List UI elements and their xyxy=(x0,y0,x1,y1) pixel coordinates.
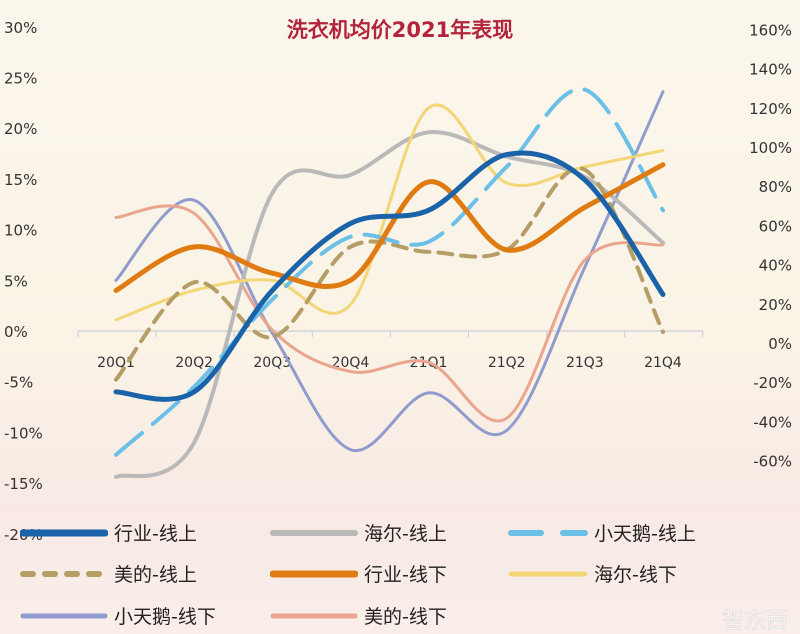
legend-item: 行业-线上 xyxy=(20,519,197,546)
y-right-tick-label: 60% xyxy=(759,217,792,235)
y-left-tick-label: 15% xyxy=(4,171,37,189)
x-tick-label: 21Q2 xyxy=(488,355,526,371)
chart-title: 洗衣机均价2021年表现 xyxy=(286,18,514,42)
watermark: 智东西 xyxy=(722,609,788,634)
legend-label: 小天鹅-线上 xyxy=(594,523,696,545)
x-tick-label: 21Q4 xyxy=(644,355,682,371)
x-tick-label: 20Q2 xyxy=(175,355,213,371)
series-line-4 xyxy=(114,166,665,382)
y-right-tick-label: 0% xyxy=(768,335,792,353)
legend-label: 美的-线下 xyxy=(364,606,447,628)
y-right-tick-label: 160% xyxy=(749,21,792,39)
legend-item: 行业-线下 xyxy=(270,560,447,587)
y-right-tick-label: -40% xyxy=(753,413,792,431)
legend-swatch xyxy=(508,529,588,536)
y-left-tick-label: 0% xyxy=(4,323,28,341)
y-right-tick-label: 120% xyxy=(749,100,792,118)
series-line-5 xyxy=(113,162,666,293)
legend-item: 海尔-线下 xyxy=(508,560,677,587)
legend-label: 美的-线上 xyxy=(114,564,197,586)
legend-item: 小天鹅-线下 xyxy=(20,602,216,629)
legend-swatch xyxy=(270,570,358,577)
y-right-tick-label: 100% xyxy=(749,139,792,157)
legend-item: 美的-线下 xyxy=(270,602,447,629)
y-left-tick-label: -5% xyxy=(4,374,33,392)
y-right-tick-label: -60% xyxy=(753,453,792,471)
series-line-8 xyxy=(114,204,665,423)
legend-swatch xyxy=(20,529,108,536)
y-right-tick-label: -20% xyxy=(753,374,792,392)
legend-item: 海尔-线上 xyxy=(270,519,447,546)
legend-label: 海尔-线上 xyxy=(364,523,447,545)
y-right-tick-label: 80% xyxy=(759,178,792,196)
y-right-tick-label: 140% xyxy=(749,61,792,79)
y-right-tick-label: 40% xyxy=(759,257,792,275)
legend-swatch xyxy=(508,571,588,576)
legend-swatch xyxy=(270,529,358,536)
legend-item: 小天鹅-线上 xyxy=(508,519,696,546)
x-tick-label: 20Q4 xyxy=(332,355,370,371)
y-left-tick-label: 25% xyxy=(4,70,37,88)
y-left-tick-label: 5% xyxy=(4,272,28,290)
legend-swatch xyxy=(20,613,108,618)
series-line-1 xyxy=(113,150,666,402)
legend-label: 行业-线上 xyxy=(114,523,197,545)
series-line-6 xyxy=(114,103,665,322)
series-line-7 xyxy=(114,90,665,453)
legend-swatch xyxy=(270,613,358,618)
x-tick-label: 21Q3 xyxy=(566,355,604,371)
x-tick-label: 20Q3 xyxy=(253,355,291,371)
legend-swatch xyxy=(20,570,108,577)
y-left-tick-label: -10% xyxy=(4,424,43,442)
y-left-tick-label: 20% xyxy=(4,120,37,138)
y-right-tick-label: 20% xyxy=(759,296,792,314)
y-left-tick-label: -15% xyxy=(4,475,43,493)
y-left-tick-label: 30% xyxy=(4,19,37,37)
legend-label: 小天鹅-线下 xyxy=(114,606,216,628)
legend-label: 海尔-线下 xyxy=(594,564,677,586)
legend-label: 行业-线下 xyxy=(364,564,447,586)
y-left-tick-label: 10% xyxy=(4,222,37,240)
legend-item: 美的-线上 xyxy=(20,560,197,587)
series-line-3 xyxy=(114,87,665,457)
